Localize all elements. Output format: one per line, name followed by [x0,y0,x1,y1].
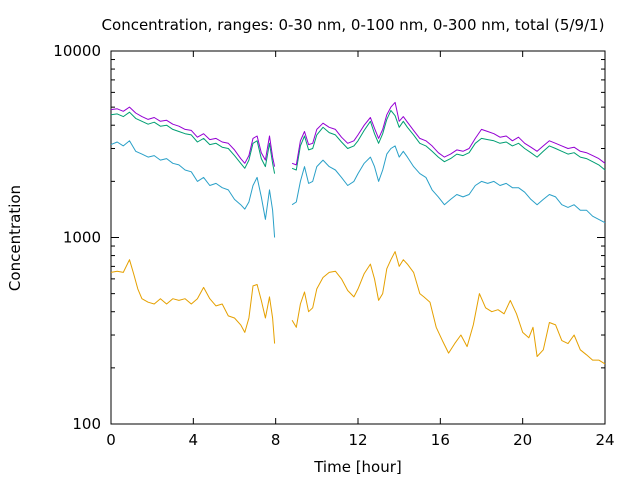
y-tick-label: 1000 [63,229,101,247]
chart-title: Concentration, ranges: 0-30 nm, 0-100 nm… [102,16,605,34]
x-tick-label: 12 [348,431,367,449]
x-tick-label: 8 [271,431,281,449]
y-tick-label: 100 [72,415,101,433]
x-tick-label: 16 [431,431,450,449]
y-axis-label: Concentration [6,185,24,291]
x-tick-label: 4 [189,431,199,449]
x-tick-label: 0 [106,431,116,449]
plot-frame [110,50,606,425]
series-line-3 [110,109,606,174]
series-line-1 [110,251,606,365]
series-line-2 [110,140,606,238]
data-series [110,101,606,365]
x-axis-label: Time [hour] [313,458,402,476]
series-line-4 [110,101,606,167]
y-tick-label: 10000 [53,42,101,60]
axis-ticks [110,50,606,425]
x-tick-label: 20 [513,431,532,449]
axis-tick-labels: 0 4 8 12 16 20 24 100 1000 10000 [53,42,614,449]
x-tick-label: 24 [595,431,614,449]
